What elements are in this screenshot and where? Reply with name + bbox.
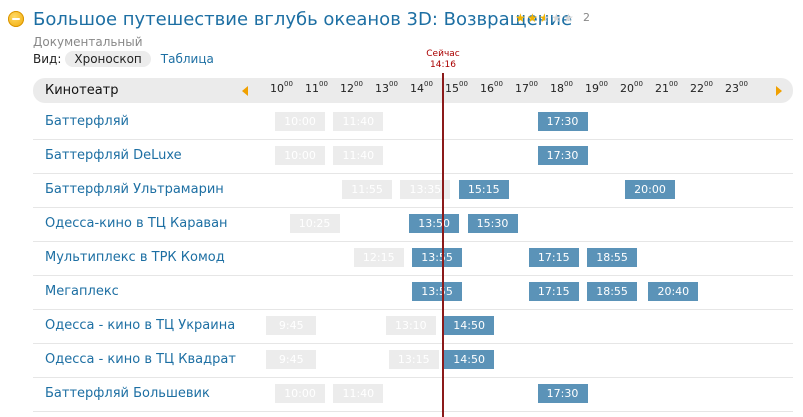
cinema-row: Баттерфляй Большевик 10:00 11:40 17:30 — [33, 377, 793, 412]
session-past: 11:40 — [333, 146, 384, 165]
collapse-button[interactable] — [8, 11, 24, 27]
hour-label: 2300 — [725, 80, 748, 95]
session-past: 11:40 — [333, 384, 384, 403]
cinema-row: Баттерфляй DeLuxe 10:00 11:40 17:30 — [33, 139, 793, 174]
genre-label: Документальный — [33, 35, 143, 49]
cinema-row: Мегаплекс 13:55 17:15 18:55 20:40 — [33, 275, 793, 310]
session-button[interactable]: 20:00 — [625, 180, 675, 199]
session-past: 10:25 — [289, 214, 340, 233]
star-icon[interactable]: ★ ★ — [527, 10, 538, 25]
session-past: 10:00 — [275, 146, 325, 165]
session-past: 10:00 — [275, 112, 325, 131]
session-button[interactable]: 17:15 — [528, 282, 579, 301]
session-past: 13:10 — [385, 316, 436, 335]
view-option-table[interactable]: Таблица — [160, 52, 214, 66]
session-button[interactable]: 13:50 — [409, 214, 460, 233]
session-button[interactable]: 17:15 — [528, 248, 579, 267]
star-icon[interactable]: ★ ★ — [539, 10, 550, 25]
cinema-name-link[interactable]: Одесса-кино в ТЦ Караван — [45, 216, 228, 231]
hour-label: 1000 — [270, 80, 293, 95]
session-past: 10:00 — [275, 384, 325, 403]
star-icon[interactable]: ★ ★ — [515, 10, 526, 25]
hour-label: 1900 — [585, 80, 608, 95]
session-past: 13:15 — [388, 350, 439, 369]
session-past: 12:15 — [353, 248, 404, 267]
hour-label: 1100 — [305, 80, 328, 95]
cinema-name-link[interactable]: Одесса - кино в ТЦ Квадрат — [45, 352, 236, 367]
hour-label: 2000 — [620, 80, 643, 95]
cinema-name-link[interactable]: Одесса - кино в ТЦ Украина — [45, 318, 236, 333]
cinema-name-link[interactable]: Баттерфляй — [45, 114, 129, 129]
scroll-left-icon[interactable] — [242, 86, 248, 96]
session-button[interactable]: 17:30 — [537, 146, 588, 165]
cinema-name-link[interactable]: Мегаплекс — [45, 284, 119, 299]
hour-label: 1400 — [410, 80, 433, 95]
session-button[interactable]: 14:50 — [444, 316, 495, 335]
session-button[interactable]: 20:40 — [648, 282, 699, 301]
star-icon[interactable]: ★ — [563, 10, 574, 25]
view-option-chronoscope[interactable]: Хроноскоп — [65, 51, 151, 67]
cinema-name-link[interactable]: Баттерфляй Ультрамарин — [45, 182, 224, 197]
hour-label: 2200 — [690, 80, 713, 95]
session-past: 9:45 — [266, 316, 317, 335]
view-switcher: Вид: Хроноскоп Таблица — [33, 51, 214, 67]
hour-label: 1200 — [340, 80, 363, 95]
movie-title[interactable]: Большое путешествие вглубь океанов 3D: В… — [33, 9, 573, 30]
rating: ★ ★ ★ ★ ★ ★ ★ ★ 2 — [515, 11, 590, 24]
rating-count: 2 — [583, 11, 590, 24]
now-time: 14:16 — [430, 60, 456, 70]
star-icon[interactable]: ★ — [551, 10, 562, 25]
cinema-row: Одесса-кино в ТЦ Караван 10:25 13:50 15:30 — [33, 207, 793, 242]
now-label: Сейчас — [426, 49, 460, 59]
cinema-column-title: Кинотеатр — [45, 83, 119, 98]
cinema-row: Баттерфляй 10:00 11:40 17:30 — [33, 105, 793, 140]
hour-label: 1300 — [375, 80, 398, 95]
now-line — [442, 73, 444, 417]
session-button[interactable]: 17:30 — [537, 112, 588, 131]
rating-stars[interactable]: ★ ★ ★ ★ ★ ★ ★ ★ — [515, 12, 575, 24]
cinema-row: Мультиплекс в ТРК Комод 12:15 13:55 17:15 18… — [33, 241, 793, 276]
session-button[interactable]: 15:15 — [458, 180, 509, 199]
session-button[interactable]: 15:30 — [467, 214, 518, 233]
cinema-row: Одесса - кино в ТЦ Квадрат 9:45 13:15 14:50 — [33, 343, 793, 378]
hour-label: 1600 — [480, 80, 503, 95]
session-button[interactable]: 14:50 — [444, 350, 495, 369]
session-button[interactable]: 13:55 — [412, 248, 463, 267]
session-button[interactable]: 17:30 — [537, 384, 588, 403]
session-past: 9:45 — [266, 350, 317, 369]
now-marker-label: Сейчас 14:16 — [426, 49, 459, 71]
session-past: 13:35 — [400, 180, 451, 199]
timeline-header: Кинотеатр 1000 1100 1200 1300 1400 1500 1600 17… — [33, 78, 793, 103]
hour-label: 1500 — [445, 80, 468, 95]
cinema-name-link[interactable]: Мультиплекс в ТРК Комод — [45, 250, 225, 265]
cinema-row: Одесса - кино в ТЦ Украина 9:45 13:10 14:50 — [33, 309, 793, 344]
session-button[interactable]: 18:55 — [587, 282, 638, 301]
session-button[interactable]: 18:55 — [587, 248, 638, 267]
cinema-name-link[interactable]: Баттерфляй Большевик — [45, 386, 210, 401]
cinema-name-link[interactable]: Баттерфляй DeLuxe — [45, 148, 182, 163]
session-past: 11:40 — [333, 112, 384, 131]
hour-label: 1700 — [515, 80, 538, 95]
cinema-row: Баттерфляй Ультрамарин 11:55 13:35 15:15 20:… — [33, 173, 793, 208]
hour-label: 1800 — [550, 80, 573, 95]
view-label: Вид: — [33, 52, 62, 66]
session-button[interactable]: 13:55 — [412, 282, 463, 301]
scroll-right-icon[interactable] — [776, 86, 782, 96]
session-past: 11:55 — [342, 180, 393, 199]
hour-label: 2100 — [655, 80, 678, 95]
